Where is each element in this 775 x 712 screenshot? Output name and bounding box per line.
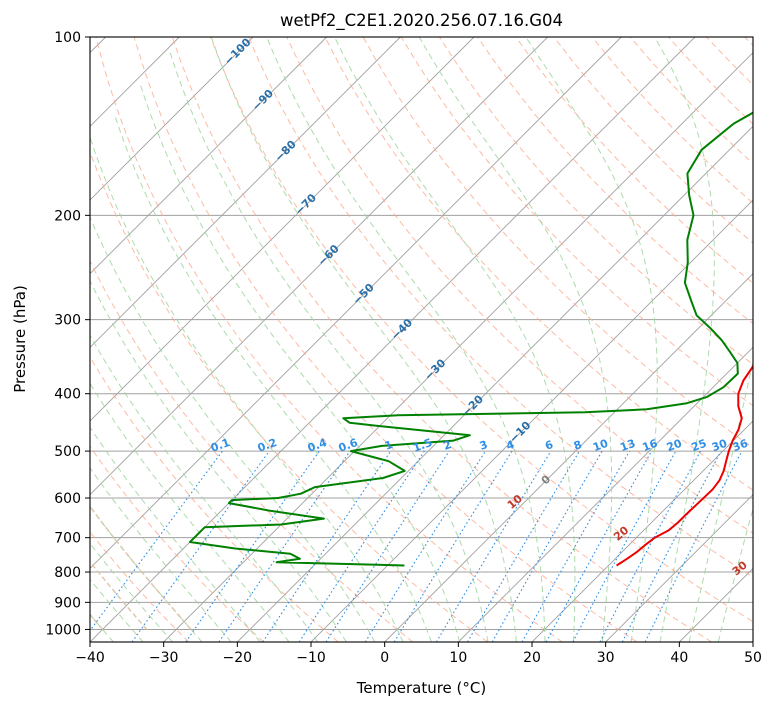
dry-adiabat-line bbox=[0, 37, 264, 642]
x-axis-title: Temperature (°C) bbox=[356, 679, 486, 697]
moist-adiabat-line bbox=[68, 158, 375, 642]
y-tick-label: 600 bbox=[54, 491, 81, 507]
dry-adiabat-line bbox=[707, 37, 775, 642]
x-tick-label: 50 bbox=[744, 650, 762, 666]
x-tick-label: −10 bbox=[296, 650, 326, 666]
y-tick-label: 1000 bbox=[45, 622, 81, 638]
dry-adiabat-line bbox=[516, 37, 775, 642]
mixing-ratio-line bbox=[219, 451, 350, 642]
isotherm-line bbox=[311, 37, 775, 642]
y-tick-label: 100 bbox=[54, 30, 81, 46]
mixing-ratio-line bbox=[326, 451, 449, 642]
mixing-ratio-line bbox=[573, 451, 676, 642]
isotherm-label: −100 bbox=[222, 35, 254, 67]
y-tick-label: 500 bbox=[54, 444, 81, 460]
isotherm-line bbox=[753, 37, 775, 642]
x-tick-label: 20 bbox=[523, 650, 541, 666]
dry-adiabat-line bbox=[134, 37, 637, 642]
isotherm-label: −30 bbox=[422, 356, 449, 383]
x-tick-label: 10 bbox=[449, 650, 467, 666]
x-tick-label: 0 bbox=[380, 650, 389, 666]
y-tick-label: 700 bbox=[54, 531, 81, 547]
moist-adiabat-line bbox=[655, 37, 715, 642]
dry-adiabat-line bbox=[478, 37, 775, 642]
y-axis-title: Pressure (hPa) bbox=[11, 285, 29, 393]
isotherm-line bbox=[385, 37, 775, 642]
mixing-ratio-label: 0.4 bbox=[306, 436, 329, 455]
isotherm-line bbox=[237, 37, 775, 642]
dry-adiabat-line bbox=[592, 37, 775, 642]
moist-adiabat-line bbox=[114, 114, 431, 642]
mixing-ratio-label: 0.1 bbox=[209, 436, 232, 455]
moist-adiabat-line bbox=[689, 37, 775, 642]
isotherm-label: −90 bbox=[250, 87, 277, 114]
isotherm-label: −50 bbox=[350, 281, 377, 308]
mixing-ratio-line bbox=[132, 451, 269, 642]
moist-adiabat-line bbox=[718, 37, 775, 642]
mixing-ratio-line bbox=[546, 451, 651, 642]
chart-title: wetPf2_C2E1.2020.256.07.16.G04 bbox=[280, 11, 563, 31]
dry-adiabat-label: 30 bbox=[730, 558, 750, 578]
moist-adiabat-line bbox=[419, 37, 612, 642]
mixing-ratio-label: 1.5 bbox=[411, 436, 434, 455]
y-tick-label: 900 bbox=[54, 595, 81, 611]
isotherm-line bbox=[0, 37, 474, 642]
x-tick-label: −20 bbox=[223, 650, 253, 666]
y-tick-label: 300 bbox=[54, 313, 81, 329]
x-tick-label: 30 bbox=[597, 650, 615, 666]
y-tick-label: 800 bbox=[54, 565, 81, 581]
y-tick-label: 200 bbox=[54, 208, 81, 224]
isotherm-label: −70 bbox=[293, 191, 320, 218]
background-lines bbox=[0, 37, 775, 642]
isotherm-label: −20 bbox=[459, 392, 486, 419]
isotherm-line bbox=[532, 37, 775, 642]
dry-adiabat-line bbox=[96, 37, 562, 642]
x-tick-label: −30 bbox=[149, 650, 179, 666]
dry-adiabat-line bbox=[0, 37, 338, 642]
dry-adiabat-label: 10 bbox=[505, 492, 525, 512]
isotherm-line bbox=[0, 37, 253, 642]
isotherm-line bbox=[0, 37, 327, 642]
dry-adiabat-line bbox=[20, 37, 413, 642]
isotherm-line bbox=[16, 37, 621, 642]
mixing-ratio-line bbox=[394, 451, 512, 642]
x-tick-label: 40 bbox=[670, 650, 688, 666]
mixing-ratio-line bbox=[600, 451, 701, 642]
y-tick-label: 400 bbox=[54, 387, 81, 403]
moist-adiabat-line bbox=[9, 209, 289, 642]
dry-adiabat-line bbox=[745, 37, 775, 642]
mixing-ratio-line bbox=[645, 451, 742, 642]
isotherm-line bbox=[0, 37, 400, 642]
x-tick-label: −40 bbox=[75, 650, 105, 666]
dry-adiabat-label: 20 bbox=[611, 523, 631, 543]
temperature-profile-line bbox=[617, 37, 775, 566]
isotherm-label: −80 bbox=[272, 138, 299, 165]
moist-adiabat-line bbox=[0, 246, 231, 642]
mixing-ratio-line bbox=[299, 451, 424, 642]
isotherm-line bbox=[90, 37, 695, 642]
